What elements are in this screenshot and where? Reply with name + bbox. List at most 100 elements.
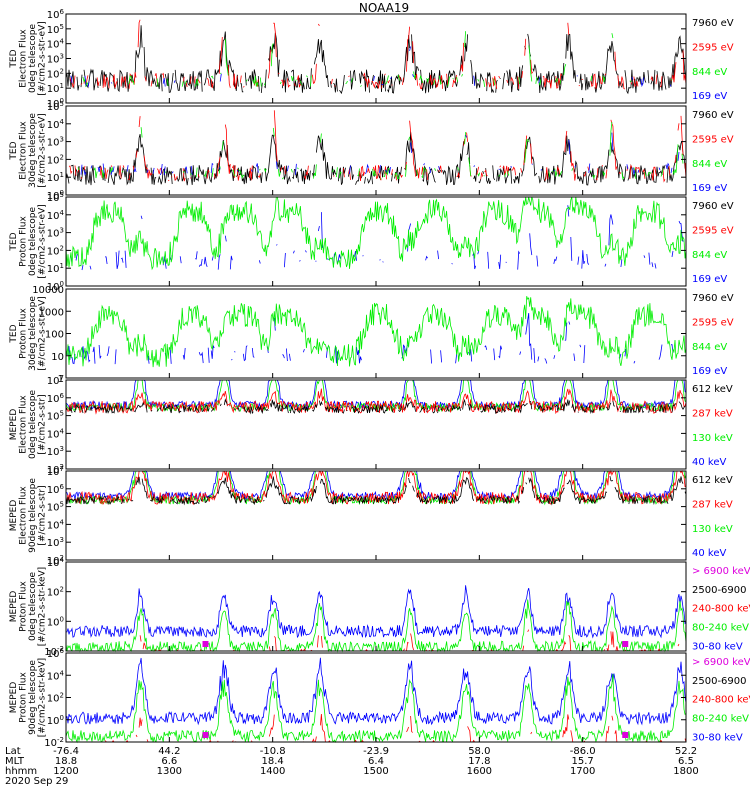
x-tick-hhmm: 1300	[157, 766, 182, 777]
series-40-kev-line	[65, 379, 687, 411]
y-tick-label: 100	[45, 330, 64, 341]
x-tick-hhmm: 1700	[570, 766, 595, 777]
y-tick-label: 102	[47, 244, 64, 257]
series-80-240-kev-line	[65, 599, 687, 653]
y-tick-label: 102	[47, 67, 64, 80]
series-2595-ev-line	[69, 19, 687, 90]
series-2595-ev-line	[68, 110, 687, 183]
series-844-ev-line	[65, 196, 687, 271]
legend-entry: 7960 eV	[692, 110, 734, 121]
x-tick-hhmm: 1200	[53, 766, 78, 777]
legend-entry: 240-800 keV	[692, 604, 750, 615]
date-label: 2020 Sep 29	[5, 776, 68, 787]
y-tick-label: 103	[47, 136, 64, 149]
y-tick-label: 103	[47, 445, 64, 458]
y-tick-label: 101	[47, 171, 64, 184]
series-287-kev-line	[65, 469, 687, 506]
y-tick-label: 103	[47, 227, 64, 240]
y-tick-label: 106	[47, 392, 65, 405]
y-tick-label: 104	[47, 556, 65, 569]
x-tick-mlt: 6.6	[161, 756, 177, 767]
legend-entry: 240-800 keV	[692, 695, 750, 706]
y-tick-label: 100	[47, 615, 64, 628]
y-tick-label: 106	[47, 647, 65, 660]
y-tick-label: 10	[51, 352, 64, 363]
x-tick-mlt: 6.4	[368, 756, 384, 767]
legend-entry: > 6900 keV	[692, 566, 750, 577]
y-tick-label: 104	[47, 427, 65, 440]
y-tick-label: 10-2	[44, 645, 64, 658]
x-tick-hhmm: 1600	[467, 766, 492, 777]
y-axis-label: MEPEDProton Flux0deg telescope[#/cm2-s-s…	[9, 567, 48, 646]
y-tick-label: 106	[47, 8, 65, 21]
legend-entry: 2595 eV	[692, 225, 734, 236]
y-axis-label: MEPEDElectron Flux90deg telescope[#/cm2-…	[9, 478, 48, 553]
series-844-ev-line	[77, 122, 684, 181]
legend-entry: 844 eV	[692, 159, 727, 170]
x-tick-hhmm: 1400	[260, 766, 285, 777]
legend-entry: 844 eV	[692, 250, 727, 261]
x-row-label: MLT	[5, 756, 25, 767]
x-tick-lat: -76.4	[53, 746, 79, 757]
x-row-label: Lat	[5, 746, 21, 757]
legend-entry: 169 eV	[692, 274, 727, 285]
x-tick-mlt: 17.8	[468, 756, 490, 767]
legend-entry: 30-80 keV	[692, 641, 743, 652]
y-tick-label: 10000	[32, 285, 64, 296]
x-tick-lat: 44.2	[158, 746, 180, 757]
y-tick-label: 10-2	[44, 736, 64, 749]
legend-entry: 2500-6900	[692, 676, 747, 687]
panel-frame	[65, 379, 687, 470]
legend-entry: 80-240 keV	[692, 623, 749, 634]
y-axis-label: TEDProton Flux0deg telescope[#/cm2-s-str…	[9, 204, 48, 279]
series-612-kev-line	[65, 476, 687, 506]
x-tick-hhmm: 1800	[673, 766, 698, 777]
legend-entry: 844 eV	[692, 342, 727, 353]
y-tick-label: 105	[47, 23, 64, 36]
legend-entry: 844 eV	[692, 67, 727, 78]
x-tick-mlt: 18.4	[262, 756, 284, 767]
legend-entry: 80-240 keV	[692, 714, 749, 725]
y-axis-label: MEPEDProton Flux90deg telescope[#/cm2-s-…	[9, 658, 48, 737]
y-tick-label: 105	[47, 410, 64, 423]
x-tick-lat: -10.8	[260, 746, 286, 757]
legend-entry: 612 keV	[692, 475, 733, 486]
x-tick-hhmm: 1500	[363, 766, 388, 777]
flux-marker	[622, 732, 629, 738]
y-tick-label: 1000	[39, 307, 64, 318]
y-tick-label: 103	[47, 53, 64, 66]
legend-entry: 169 eV	[692, 183, 727, 194]
y-axis-label: MEPEDElectron Flux0deg telescope[#/cm2-s…	[9, 390, 48, 460]
y-tick-label: 106	[47, 483, 65, 496]
panel-frame	[65, 13, 687, 104]
legend-entry: 169 eV	[692, 366, 727, 377]
legend-entry: 169 eV	[692, 91, 727, 102]
legend-entry: 287 keV	[692, 408, 733, 419]
x-row-label: hhmm	[5, 766, 37, 777]
legend-entry: > 6900 keV	[692, 657, 750, 668]
y-tick-label: 104	[47, 118, 65, 131]
y-tick-label: 100	[47, 280, 64, 293]
flux-marker	[622, 641, 629, 647]
y-tick-label: 105	[47, 501, 64, 514]
legend-entry: 2500-6900	[692, 585, 747, 596]
y-tick-label: 104	[47, 38, 65, 51]
legend-entry: 40 keV	[692, 457, 726, 468]
x-tick-mlt: 18.8	[55, 756, 77, 767]
legend-entry: 2595 eV	[692, 317, 734, 328]
legend-entry: 130 keV	[692, 433, 733, 444]
x-tick-lat: -23.9	[363, 746, 389, 757]
legend-entry: 287 keV	[692, 499, 733, 510]
series-844-ev-line	[65, 296, 687, 368]
series-30-80-kev-line	[65, 585, 687, 639]
y-tick-label: 1	[58, 374, 64, 385]
y-tick-label: 102	[47, 153, 64, 166]
y-axis-label: TEDProton Flux30deg telescope[#/cm2-s-st…	[9, 296, 48, 371]
legend-entry: 2595 eV	[692, 134, 734, 145]
